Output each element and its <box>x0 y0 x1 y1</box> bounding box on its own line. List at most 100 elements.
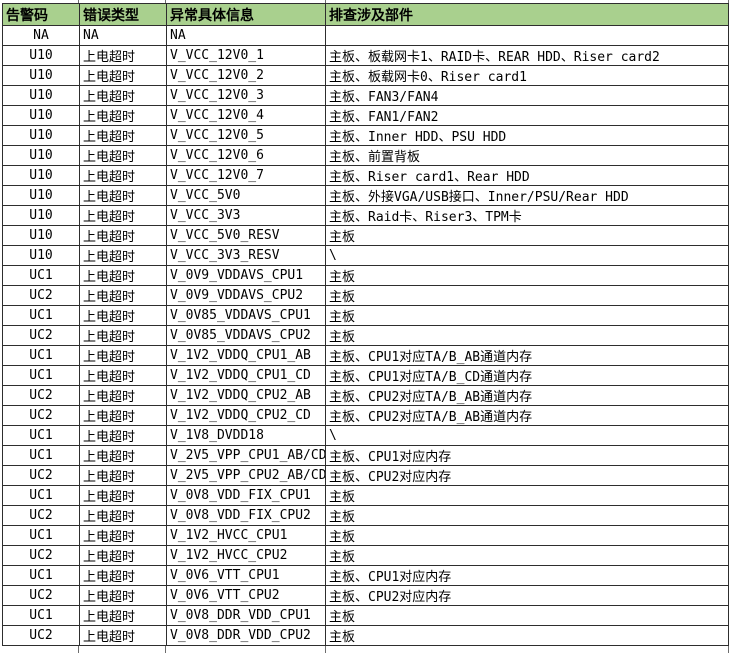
cell-alarm-code[interactable]: UC2 <box>2 585 80 606</box>
cell-error-type[interactable]: 上电超时 <box>79 505 167 526</box>
cell-error-type[interactable]: 上电超时 <box>79 545 167 566</box>
cell-error-type[interactable]: 上电超时 <box>79 305 167 326</box>
cell-alarm-code[interactable]: UC1 <box>2 485 80 506</box>
cell-detail-info[interactable]: V_2V5_VPP_CPU2_AB/CD <box>166 465 326 486</box>
cell-detail-info[interactable]: V_2V5_VPP_CPU1_AB/CD <box>166 445 326 466</box>
cell-alarm-code[interactable]: UC2 <box>2 385 80 406</box>
cell-alarm-code[interactable]: U10 <box>2 125 80 146</box>
cell-parts[interactable]: 主板 <box>325 545 729 566</box>
cell-detail-info[interactable]: V_0V8_VDD_FIX_CPU2 <box>166 505 326 526</box>
cell-error-type[interactable]: 上电超时 <box>79 265 167 286</box>
cell-error-type[interactable]: 上电超时 <box>79 425 167 446</box>
cell-error-type[interactable]: 上电超时 <box>79 245 167 266</box>
cell-alarm-code[interactable]: U10 <box>2 65 80 86</box>
cell-detail-info[interactable]: V_VCC_3V3_RESV <box>166 245 326 266</box>
cell-detail-info[interactable]: V_1V2_VDDQ_CPU1_AB <box>166 345 326 366</box>
cell-parts[interactable]: 主板、CPU1对应内存 <box>325 565 729 586</box>
cell-alarm-code[interactable]: UC1 <box>2 345 80 366</box>
cell-alarm-code[interactable]: U10 <box>2 165 80 186</box>
cell-alarm-code[interactable]: UC2 <box>2 285 80 306</box>
cell-error-type[interactable]: NA <box>79 25 167 46</box>
cell-detail-info[interactable]: V_VCC_12V0_1 <box>166 45 326 66</box>
cell-detail-info[interactable]: V_VCC_12V0_5 <box>166 125 326 146</box>
cell-alarm-code[interactable]: UC1 <box>2 565 80 586</box>
cell-error-type[interactable]: 上电超时 <box>79 125 167 146</box>
cell-alarm-code[interactable]: U10 <box>2 45 80 66</box>
cell-detail-info[interactable]: V_VCC_5V0 <box>166 185 326 206</box>
cell-alarm-code[interactable]: U10 <box>2 205 80 226</box>
cell-parts[interactable]: 主板 <box>325 285 729 306</box>
cell-detail-info[interactable]: V_0V8_DDR_VDD_CPU2 <box>166 625 326 646</box>
cell-error-type[interactable]: 上电超时 <box>79 365 167 386</box>
cell-detail-info[interactable]: V_1V2_HVCC_CPU2 <box>166 545 326 566</box>
cell-detail-info[interactable]: V_VCC_5V0_RESV <box>166 225 326 246</box>
cell-alarm-code[interactable]: U10 <box>2 145 80 166</box>
cell-parts[interactable]: 主板、CPU2对应内存 <box>325 585 729 606</box>
cell-alarm-code[interactable]: UC1 <box>2 425 80 446</box>
cell-parts[interactable]: 主板、CPU2对应内存 <box>325 465 729 486</box>
cell-error-type[interactable]: 上电超时 <box>79 445 167 466</box>
cell-detail-info[interactable]: V_0V6_VTT_CPU1 <box>166 565 326 586</box>
cell-parts[interactable]: 主板、CPU2对应TA/B_AB通道内存 <box>325 405 729 426</box>
cell-detail-info[interactable]: V_0V9_VDDAVS_CPU2 <box>166 285 326 306</box>
cell-alarm-code[interactable]: UC1 <box>2 305 80 326</box>
cell-parts[interactable]: 主板、CPU1对应内存 <box>325 445 729 466</box>
cell-alarm-code[interactable]: UC1 <box>2 445 80 466</box>
cell-alarm-code[interactable]: UC2 <box>2 625 80 646</box>
cell-parts[interactable]: 主板、前置背板 <box>325 145 729 166</box>
cell-parts[interactable]: \ <box>325 245 729 266</box>
cell-detail-info[interactable]: V_0V8_VDD_FIX_CPU1 <box>166 485 326 506</box>
cell-parts[interactable]: 主板、FAN1/FAN2 <box>325 105 729 126</box>
cell-detail-info[interactable]: V_VCC_12V0_6 <box>166 145 326 166</box>
cell-parts[interactable]: 主板 <box>325 605 729 626</box>
cell-parts[interactable]: 主板 <box>325 325 729 346</box>
cell-error-type[interactable]: 上电超时 <box>79 465 167 486</box>
cell-alarm-code[interactable]: NA <box>2 25 80 46</box>
cell-parts[interactable]: 主板 <box>325 505 729 526</box>
cell-error-type[interactable]: 上电超时 <box>79 225 167 246</box>
cell-error-type[interactable]: 上电超时 <box>79 85 167 106</box>
cell-parts[interactable]: 主板、CPU1对应TA/B_AB通道内存 <box>325 345 729 366</box>
cell-parts[interactable]: 主板 <box>325 525 729 546</box>
cell-parts[interactable]: 主板、板载网卡1、RAID卡、REAR HDD、Riser card2 <box>325 45 729 66</box>
cell-parts[interactable]: 主板 <box>325 625 729 646</box>
cell-error-type[interactable]: 上电超时 <box>79 345 167 366</box>
cell-error-type[interactable]: 上电超时 <box>79 605 167 626</box>
header-cell-detail-info[interactable]: 异常具体信息 <box>166 3 326 26</box>
cell-alarm-code[interactable]: UC2 <box>2 465 80 486</box>
cell-detail-info[interactable]: NA <box>166 25 326 46</box>
cell-parts[interactable]: 主板 <box>325 225 729 246</box>
cell-alarm-code[interactable]: U10 <box>2 85 80 106</box>
cell-parts[interactable]: 主板、CPU2对应TA/B_AB通道内存 <box>325 385 729 406</box>
cell-error-type[interactable]: 上电超时 <box>79 585 167 606</box>
cell-error-type[interactable]: 上电超时 <box>79 625 167 646</box>
cell-parts[interactable]: 主板 <box>325 305 729 326</box>
cell-error-type[interactable]: 上电超时 <box>79 185 167 206</box>
cell-parts[interactable]: 主板、外接VGA/USB接口、Inner/PSU/Rear HDD <box>325 185 729 206</box>
cell-alarm-code[interactable]: U10 <box>2 105 80 126</box>
cell-detail-info[interactable]: V_VCC_12V0_7 <box>166 165 326 186</box>
cell-error-type[interactable]: 上电超时 <box>79 105 167 126</box>
cell-alarm-code[interactable]: UC2 <box>2 405 80 426</box>
cell-parts[interactable]: 主板、FAN3/FAN4 <box>325 85 729 106</box>
cell-alarm-code[interactable]: UC2 <box>2 545 80 566</box>
cell-parts[interactable]: 主板、Riser card1、Rear HDD <box>325 165 729 186</box>
cell-error-type[interactable]: 上电超时 <box>79 565 167 586</box>
cell-parts[interactable]: 主板、板载网卡0、Riser card1 <box>325 65 729 86</box>
cell-alarm-code[interactable]: U10 <box>2 245 80 266</box>
cell-alarm-code[interactable]: UC1 <box>2 365 80 386</box>
cell-parts[interactable]: 主板、Raid卡、Riser3、TPM卡 <box>325 205 729 226</box>
cell-detail-info[interactable]: V_1V2_HVCC_CPU1 <box>166 525 326 546</box>
cell-alarm-code[interactable]: U10 <box>2 185 80 206</box>
header-cell-alarm-code[interactable]: 告警码 <box>2 3 80 26</box>
cell-error-type[interactable]: 上电超时 <box>79 165 167 186</box>
cell-alarm-code[interactable]: UC1 <box>2 265 80 286</box>
cell-detail-info[interactable]: V_1V2_VDDQ_CPU1_CD <box>166 365 326 386</box>
cell-detail-info[interactable]: V_0V9_VDDAVS_CPU1 <box>166 265 326 286</box>
cell-detail-info[interactable]: V_VCC_12V0_2 <box>166 65 326 86</box>
cell-detail-info[interactable]: V_VCC_3V3 <box>166 205 326 226</box>
cell-error-type[interactable]: 上电超时 <box>79 285 167 306</box>
cell-alarm-code[interactable]: UC1 <box>2 525 80 546</box>
cell-detail-info[interactable]: V_0V85_VDDAVS_CPU2 <box>166 325 326 346</box>
cell-parts[interactable]: 主板、Inner HDD、PSU HDD <box>325 125 729 146</box>
